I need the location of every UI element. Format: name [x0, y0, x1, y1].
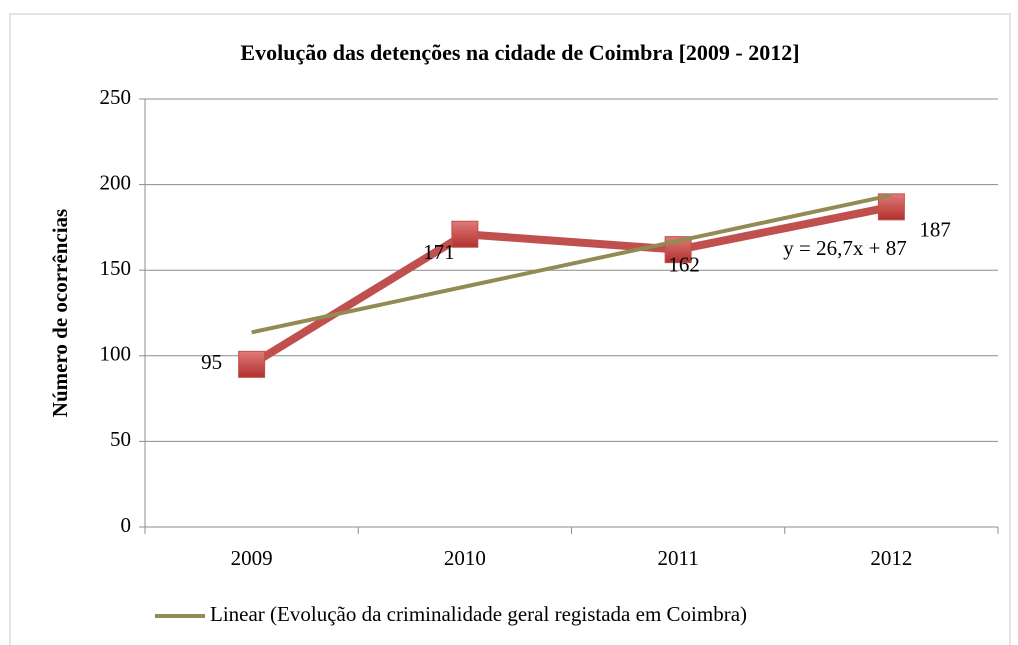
- data-label: 187: [919, 218, 951, 242]
- chart-border: [9, 13, 1011, 645]
- data-marker: [451, 220, 479, 248]
- x-tick-label: 2009: [231, 546, 273, 570]
- legend-label: Linear (Evolução da criminalidade geral …: [210, 602, 747, 626]
- data-line: [249, 202, 893, 368]
- chart-title: Evolução das detenções na cidade de Coim…: [240, 40, 799, 65]
- y-tick-label: 100: [100, 342, 132, 366]
- trendline-equation: y = 26,7x + 87: [783, 236, 906, 260]
- trendline: [251, 193, 892, 335]
- x-tick-label: 2012: [870, 546, 912, 570]
- x-tick-label: 2011: [658, 546, 699, 570]
- data-label: 95: [201, 350, 222, 374]
- y-tick-label: 150: [100, 256, 132, 280]
- y-tick-label: 250: [100, 85, 132, 109]
- x-tick-label: 2010: [444, 546, 486, 570]
- data-marker: [238, 350, 266, 378]
- y-tick-label: 200: [100, 170, 132, 194]
- data-label: 162: [668, 252, 700, 276]
- y-axis-label: Número de ocorrências: [48, 209, 72, 417]
- y-tick-label: 0: [121, 513, 132, 537]
- data-label: 171: [423, 240, 455, 264]
- y-tick-label: 50: [110, 427, 131, 451]
